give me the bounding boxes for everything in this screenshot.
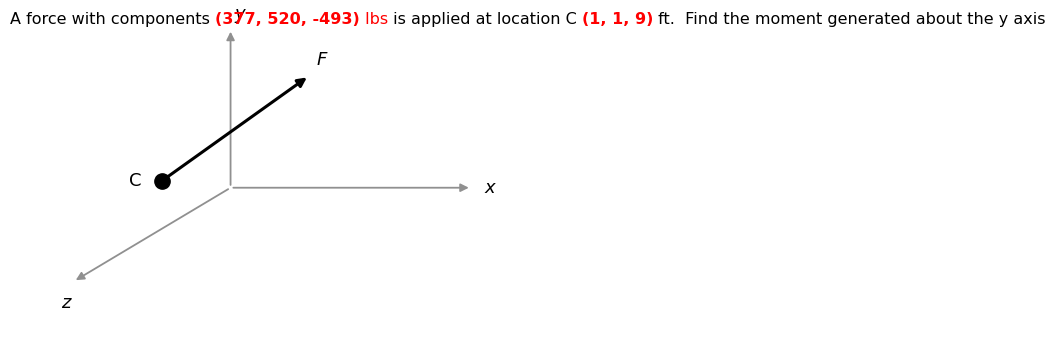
Text: lbs: lbs bbox=[359, 12, 388, 27]
Text: y: y bbox=[235, 5, 245, 23]
Text: A force with components: A force with components bbox=[10, 12, 215, 27]
Text: (1, 1, 9): (1, 1, 9) bbox=[582, 12, 653, 27]
Text: (377, 520, -493): (377, 520, -493) bbox=[215, 12, 359, 27]
Text: ft.  Find the moment generated about the y axis in lb-ft.: ft. Find the moment generated about the … bbox=[653, 12, 1048, 27]
Text: x: x bbox=[484, 179, 495, 197]
Text: is applied at location C: is applied at location C bbox=[388, 12, 582, 27]
Text: z: z bbox=[61, 294, 71, 312]
Text: F: F bbox=[316, 51, 327, 69]
Text: C: C bbox=[129, 171, 141, 190]
